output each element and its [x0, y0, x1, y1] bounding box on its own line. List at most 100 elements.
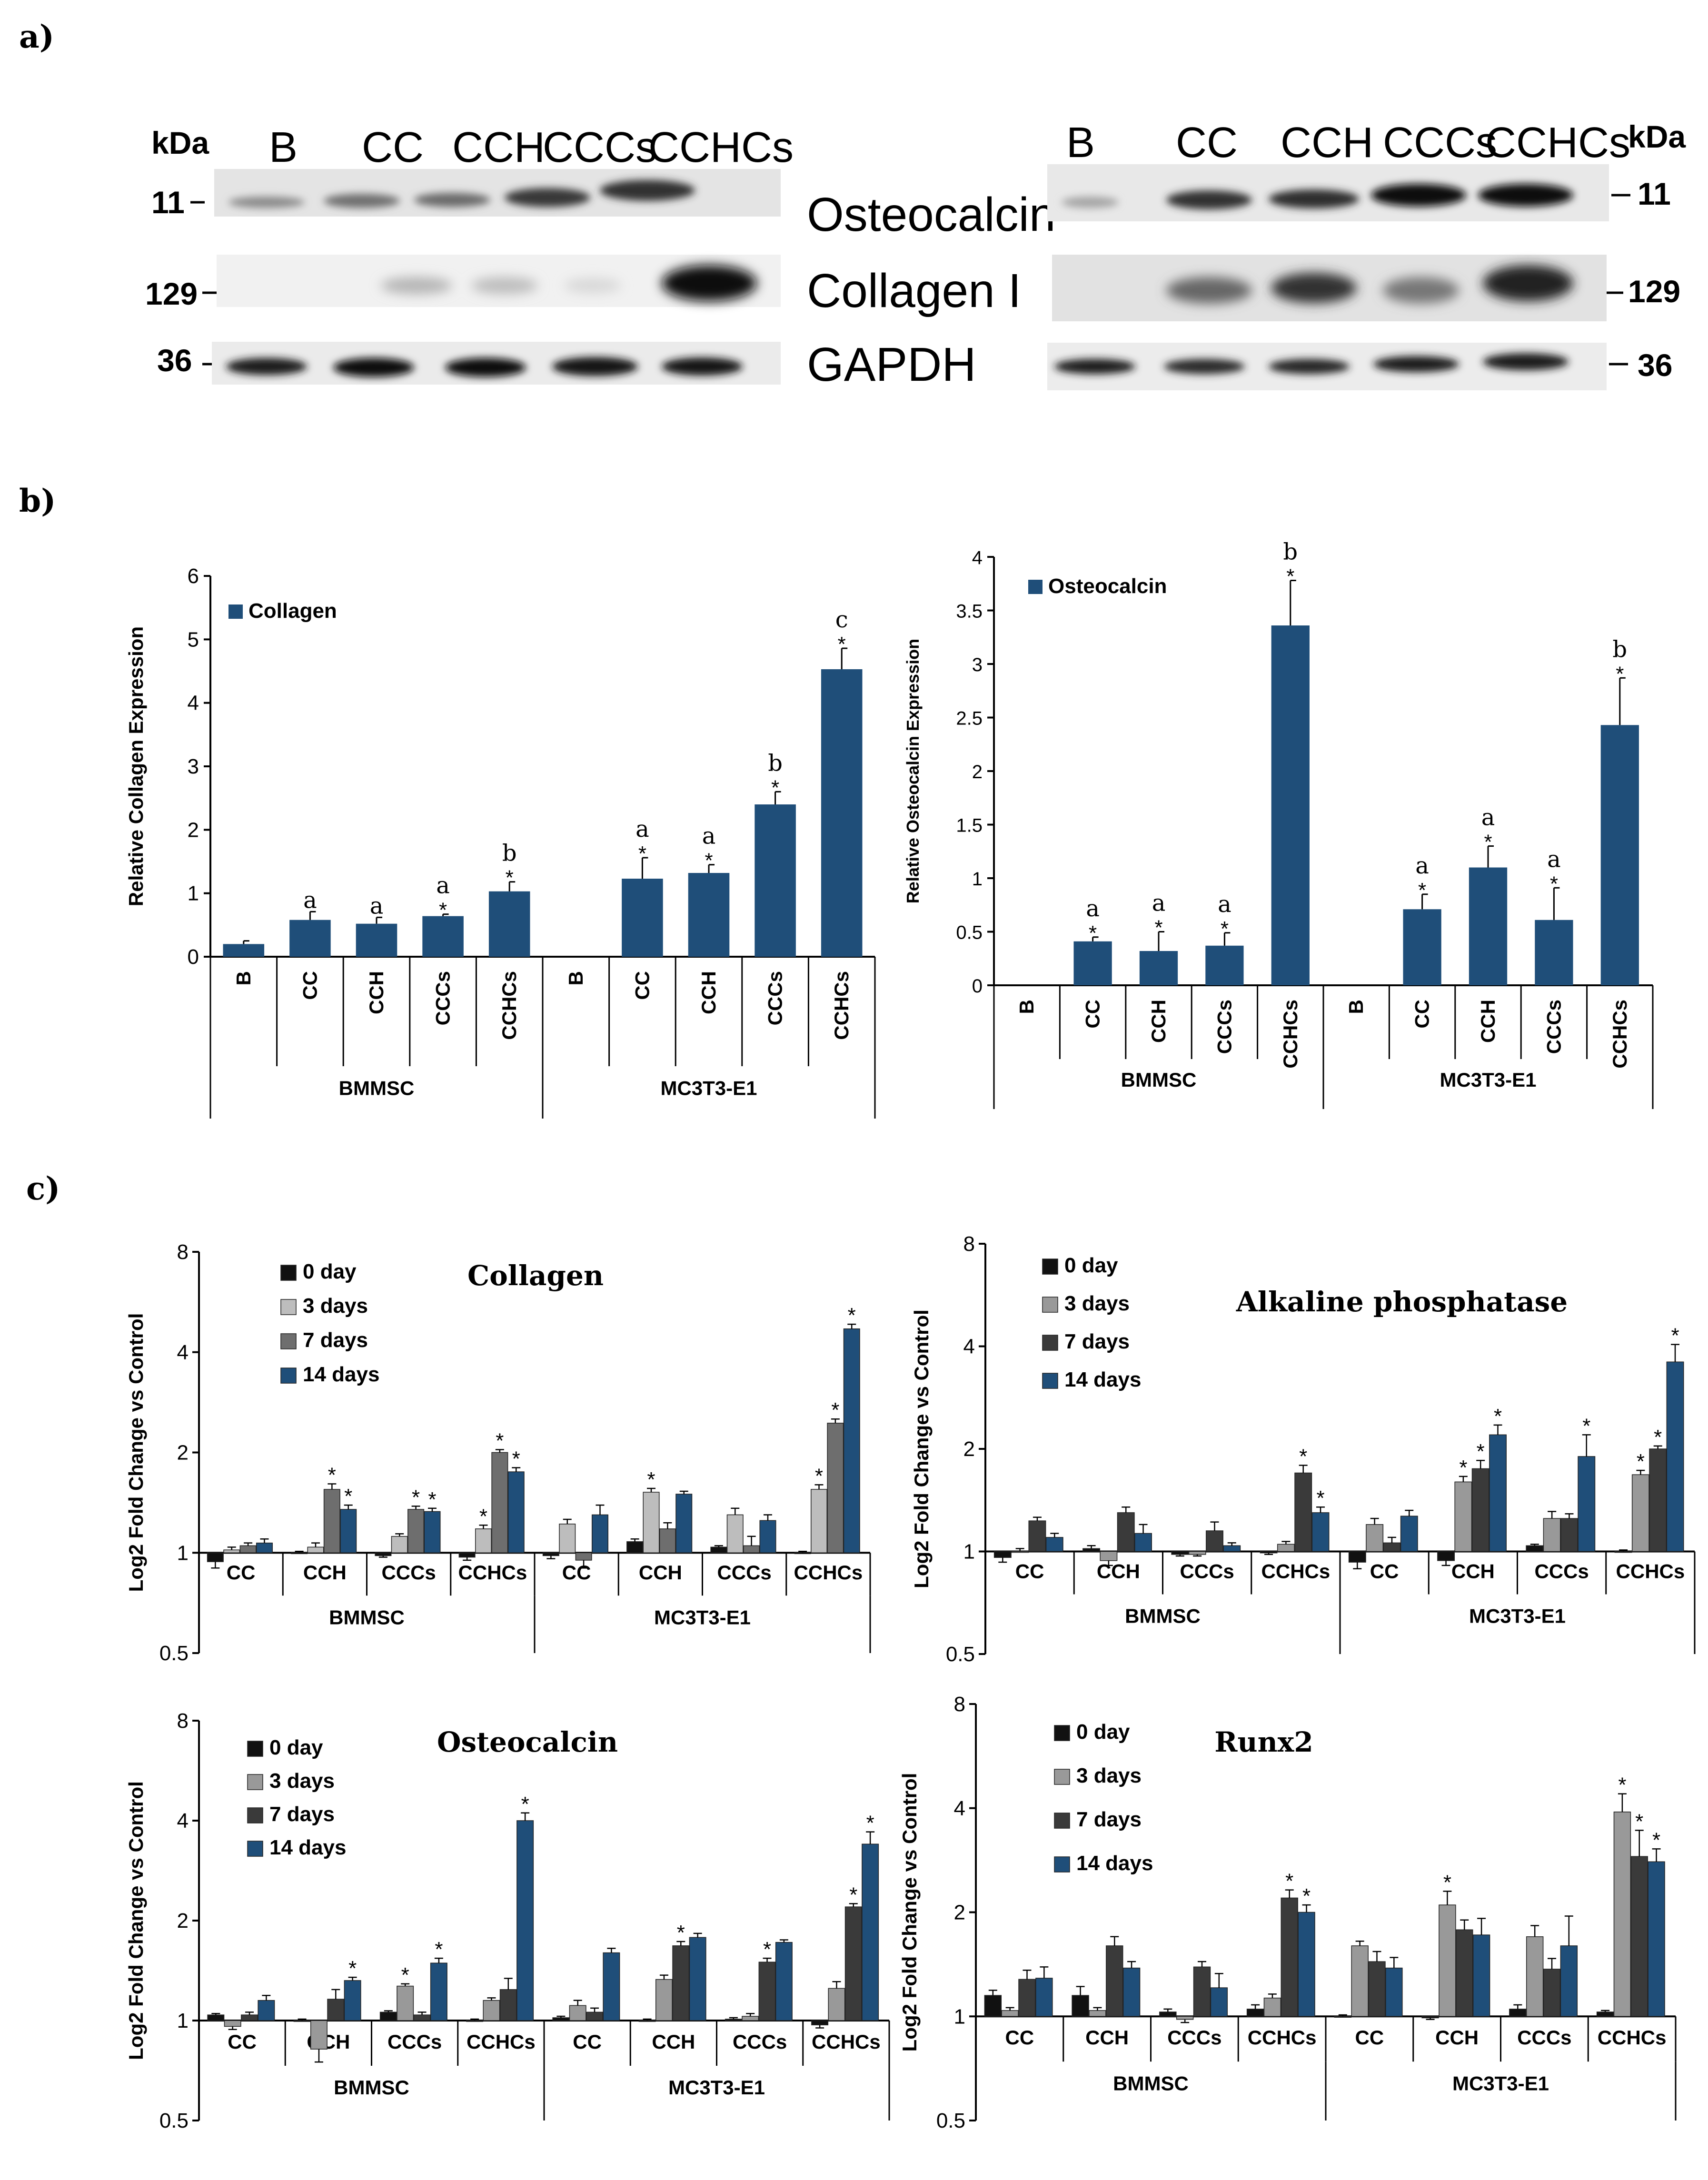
y-tick-label: 2: [954, 1901, 965, 1924]
significance-star: *: [866, 1812, 874, 1835]
category-label: CC: [1411, 1000, 1433, 1029]
bar: [672, 1945, 690, 2021]
legend-swatch: [247, 1741, 263, 1757]
bar: [1526, 1545, 1544, 1552]
bar: [310, 2020, 328, 2050]
bar: [552, 2017, 570, 2021]
significance-star: *: [348, 1957, 357, 1980]
y-tick-label: 1: [963, 1540, 975, 1564]
bar: [1035, 1978, 1053, 2017]
category-label: CCHCs: [1616, 1560, 1685, 1582]
legend-swatch: [1042, 1297, 1058, 1313]
significance-star: *: [344, 1485, 352, 1508]
category-label: CCCs: [764, 971, 786, 1025]
y-tick-label: 0.5: [159, 1642, 189, 1665]
legend-swatch: [1028, 580, 1043, 594]
significance-letter: a: [1218, 891, 1231, 918]
bar: [844, 1906, 862, 2021]
bar: [828, 1988, 845, 2021]
significance-letter: a: [1152, 890, 1166, 917]
bar: [1246, 2009, 1264, 2017]
significance-star: *: [1494, 1405, 1502, 1428]
significance-star: *: [1616, 662, 1624, 685]
significance-star: *: [1550, 872, 1558, 895]
significance-letter: b: [768, 750, 783, 776]
y-axis-title: Log2 Fold Change vs Control: [898, 1773, 921, 2052]
y-axis-title: Log2 Fold Change vs Control: [125, 1313, 147, 1592]
category-label: CCH: [1477, 1000, 1499, 1043]
bar: [1437, 1551, 1455, 1561]
category-label: CCCs: [1167, 2026, 1221, 2049]
blot-right-marker-11: 11: [1638, 176, 1671, 211]
bar: [1614, 1551, 1632, 1553]
category-label: CCHCs: [498, 971, 520, 1040]
bar: [622, 879, 663, 957]
blot-left-marker-36: 36: [157, 343, 192, 378]
y-axis-title: Relative Collagen Expression: [125, 626, 147, 906]
y-tick-label: 0.5: [159, 2109, 189, 2132]
category-label: CCH: [1435, 2026, 1479, 2049]
legend-label: Osteocalcin: [1048, 575, 1167, 598]
bar: [1509, 2009, 1527, 2017]
bar: [241, 2014, 258, 2021]
bar: [675, 1494, 693, 1554]
significance-star: *: [401, 1963, 409, 1987]
significance-star: *: [1635, 1810, 1643, 1833]
category-label: CC: [1015, 1560, 1044, 1582]
legend-label: 14 days: [1076, 1852, 1153, 1875]
legend-swatch: [280, 1367, 297, 1384]
significance-star: *: [1654, 1426, 1662, 1449]
blot-left-lane-3: CCH: [452, 124, 545, 171]
blot-right-lane-3: CCH: [1281, 119, 1373, 167]
blot-left-lane-4: CCCs: [543, 124, 657, 171]
bar: [327, 1999, 345, 2021]
significance-star: *: [677, 1921, 685, 1944]
y-tick-label: 2: [177, 1909, 189, 1932]
category-label: CC: [298, 971, 321, 1000]
panel-label-a: a): [19, 18, 54, 55]
legend-swatch: [1042, 1258, 1058, 1275]
y-tick-label: 4: [177, 1809, 189, 1833]
bar: [1526, 1936, 1544, 2017]
y-axis-title: Relative Osteocalcin Expression: [903, 639, 923, 903]
category-label: CC: [1082, 1000, 1104, 1029]
chart-relative-osteocalcin: 0 0.5 1 1.5 2 2.5 3 3.5 4 Relative Osteocalcin Ex…: [903, 539, 1654, 1109]
bar: [1223, 1545, 1241, 1552]
blot-right-kda-label: kDa: [1628, 119, 1686, 154]
bar: [1578, 1456, 1596, 1552]
blot-left-kda-label: kDa: [151, 125, 209, 160]
significance-star: *: [831, 1398, 839, 1422]
bar: [591, 1514, 608, 1554]
bar: [1489, 1434, 1507, 1552]
legend-label: 7 days: [303, 1328, 368, 1352]
bar: [821, 669, 863, 957]
y-axis-title: Log2 Fold Change vs Control: [910, 1309, 933, 1588]
group-label: BMMSC: [339, 1077, 415, 1100]
bar: [258, 2000, 275, 2021]
legend-label: 3 days: [269, 1769, 335, 1793]
blot-right-lane-2: CC: [1176, 119, 1238, 167]
significance-star: *: [1221, 917, 1229, 941]
bar: [499, 1989, 517, 2021]
bar: [1171, 1551, 1189, 1555]
group-label: BMMSC: [1113, 2072, 1189, 2094]
bar: [811, 2020, 829, 2025]
category-label: CCCs: [1542, 1000, 1565, 1054]
bar: [1188, 1551, 1206, 1555]
bar: [1560, 1945, 1578, 2017]
significance-star: *: [512, 1447, 520, 1471]
significance-star: *: [435, 1938, 443, 1961]
y-tick-label: 6: [188, 565, 199, 588]
y-tick-label: 4: [972, 547, 983, 568]
significance-letter: a: [1547, 846, 1561, 872]
bar: [1631, 1474, 1649, 1552]
bar: [507, 1471, 525, 1553]
legend-label: 0 day: [1076, 1720, 1130, 1744]
y-tick-label: 0.5: [936, 2109, 965, 2132]
y-tick-label: 2.5: [956, 708, 983, 729]
chart-title: Runx2: [1214, 1726, 1313, 1758]
significance-star: *: [771, 776, 779, 799]
chart-title: Collagen: [467, 1259, 604, 1292]
